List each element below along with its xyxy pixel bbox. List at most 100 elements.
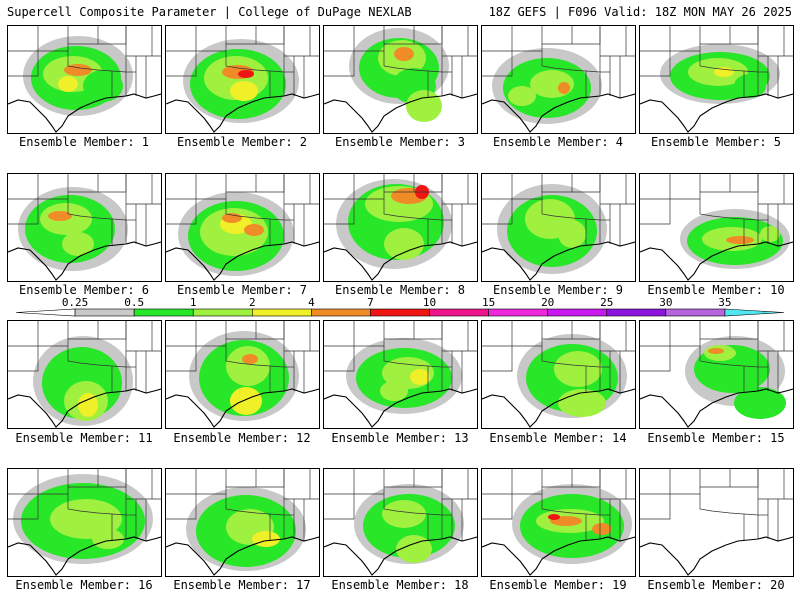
- scp-contour-area: [394, 47, 414, 61]
- state-boundary: [67, 494, 127, 516]
- state-boundary: [8, 469, 39, 520]
- gulf-coastline: [324, 93, 477, 133]
- gulf-coastline: [8, 241, 161, 281]
- gulf-coastline: [482, 241, 635, 281]
- state-boundary: [225, 199, 285, 221]
- scp-contour-area: [406, 90, 442, 122]
- colorbar-legend: [15, 308, 785, 317]
- scp-contour-area: [382, 500, 426, 528]
- state-boundary: [640, 469, 759, 495]
- colorbar-segment: [606, 308, 667, 317]
- ensemble-member-label: Ensemble Member: 8: [334, 283, 466, 297]
- state-boundary: [482, 26, 601, 52]
- gulf-coastline: [8, 388, 161, 428]
- gulf-coastline: [482, 93, 635, 133]
- map-panel-member-10: [639, 173, 794, 282]
- state-boundary: [166, 321, 197, 372]
- state-boundary: [324, 469, 355, 520]
- gulf-coastline: [324, 241, 477, 281]
- state-boundary: [67, 199, 127, 221]
- colorbar-tick-label: 7: [367, 296, 374, 309]
- scp-contour-area: [508, 86, 536, 106]
- map-panel-member-20: [639, 468, 794, 577]
- ensemble-member-label: Ensemble Member: 17: [173, 578, 311, 592]
- map-panel-member-4: [481, 25, 636, 134]
- scp-contour-area: [380, 381, 408, 401]
- scp-contour-area: [410, 369, 430, 385]
- map-canvas: [324, 469, 477, 576]
- map-panel-member-6: [7, 173, 162, 282]
- state-boundary: [482, 174, 513, 225]
- colorbar-tick-label: 35: [718, 296, 732, 309]
- scp-contour-area: [252, 531, 280, 547]
- ensemble-member-label: Ensemble Member: 20: [647, 578, 785, 592]
- map-canvas: [640, 26, 793, 133]
- map-canvas: [640, 321, 793, 428]
- state-boundary: [541, 51, 601, 73]
- ensemble-member-label: Ensemble Member: 12: [173, 431, 311, 445]
- map-panel-member-3: [323, 25, 478, 134]
- ensemble-member-label: Ensemble Member: 16: [15, 578, 153, 592]
- state-boundary: [482, 26, 513, 77]
- map-panel-member-8: [323, 173, 478, 282]
- gulf-coastline: [166, 536, 319, 576]
- colorbar-segment: [252, 308, 312, 317]
- scp-contour-area: [734, 387, 786, 419]
- state-boundary: [166, 174, 197, 225]
- map-canvas: [482, 469, 635, 576]
- scp-contour-area: [558, 82, 570, 94]
- gulf-coastline: [8, 536, 161, 576]
- colorbar-segment: [547, 308, 608, 317]
- scp-contour-area: [230, 387, 262, 415]
- scp-contour-area: [58, 76, 78, 92]
- colorbar-tick-label: 0.25: [61, 296, 89, 309]
- map-panel-member-2: [165, 25, 320, 134]
- state-boundary: [324, 321, 355, 372]
- scp-contour-area: [92, 529, 124, 549]
- state-boundary: [225, 51, 285, 73]
- colorbar-tick-label: 30: [659, 296, 673, 309]
- state-boundary: [640, 469, 671, 520]
- map-canvas: [166, 469, 319, 576]
- gulf-coastline: [8, 93, 161, 133]
- colorbar-segment: [429, 308, 489, 317]
- state-boundary: [67, 346, 127, 368]
- colorbar-tick-label: 0.5: [124, 296, 145, 309]
- gulf-coastline: [324, 388, 477, 428]
- scp-contour-area: [64, 64, 92, 76]
- gulf-coastline: [166, 388, 319, 428]
- scp-contour-area: [48, 211, 72, 221]
- map-canvas: [166, 174, 319, 281]
- map-canvas: [640, 469, 793, 576]
- state-boundary: [640, 321, 671, 372]
- scp-contour-area: [714, 67, 734, 77]
- scp-contour-area: [554, 351, 602, 387]
- ensemble-member-label: Ensemble Member: 6: [18, 283, 150, 297]
- state-boundary: [640, 26, 671, 77]
- ensemble-member-label: Ensemble Member: 1: [18, 135, 150, 149]
- colorbar-tick-label: 25: [600, 296, 614, 309]
- map-canvas: [640, 174, 793, 281]
- map-canvas: [8, 469, 161, 576]
- map-canvas: [166, 321, 319, 428]
- scp-contour-area: [558, 220, 586, 248]
- scp-contour-area: [62, 232, 94, 256]
- scp-contour-area: [396, 535, 432, 563]
- state-boundary: [8, 26, 39, 77]
- state-boundary: [383, 346, 443, 368]
- scp-contour-area: [242, 354, 258, 364]
- gulf-coastline: [640, 93, 793, 133]
- state-boundary: [8, 174, 39, 225]
- state-boundary: [8, 321, 39, 372]
- state-boundary: [541, 199, 601, 221]
- state-boundary: [225, 346, 285, 368]
- colorbar-tick-label: 20: [541, 296, 555, 309]
- map-canvas: [482, 26, 635, 133]
- gulf-coastline: [482, 388, 635, 428]
- map-panel-member-12: [165, 320, 320, 429]
- colorbar-segment: [724, 308, 785, 317]
- state-boundary: [482, 469, 513, 520]
- colorbar-segment: [311, 308, 371, 317]
- colorbar-tick-label: 4: [308, 296, 315, 309]
- state-boundary: [699, 51, 759, 73]
